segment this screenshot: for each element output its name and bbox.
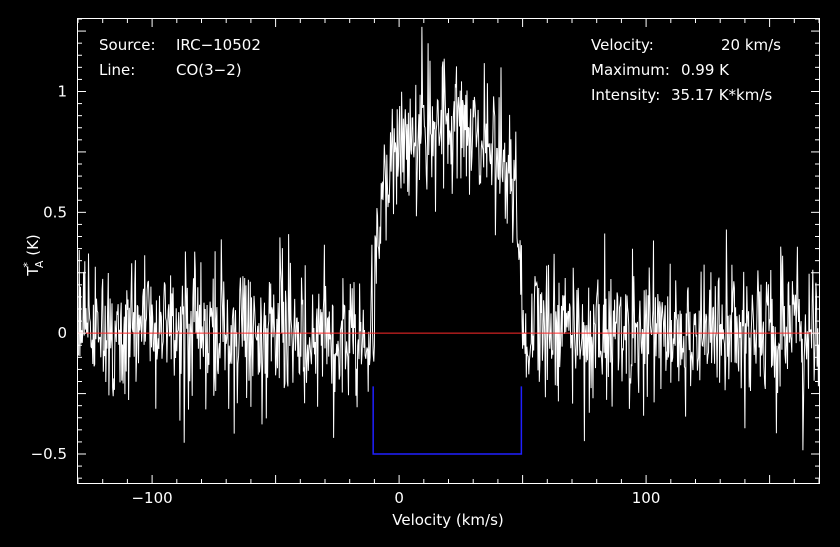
x-axis-label: Velocity (km/s) bbox=[392, 511, 503, 529]
y-tick-label: −0.5 bbox=[31, 445, 67, 463]
y-tick-label: 1 bbox=[57, 83, 67, 101]
velocity-label: Velocity: bbox=[591, 36, 654, 54]
x-tick-label: −100 bbox=[131, 489, 172, 507]
intensity-label: Intensity: bbox=[591, 86, 660, 104]
line-value: CO(3−2) bbox=[176, 61, 242, 79]
source-value: IRC−10502 bbox=[176, 36, 261, 54]
integration-window bbox=[372, 386, 523, 455]
y-tick-label: 0 bbox=[57, 324, 67, 342]
velocity-value: 20 km/s bbox=[721, 36, 781, 54]
maximum-label: Maximum: bbox=[591, 61, 670, 79]
source-label: Source: bbox=[99, 36, 156, 54]
intensity-value: 35.17 K*km/s bbox=[671, 86, 772, 104]
svg-text:T*A (K): T*A (K) bbox=[21, 234, 46, 277]
maximum-value: 0.99 K bbox=[681, 61, 730, 79]
y-axis-label: T*A (K) bbox=[21, 234, 46, 277]
info-left: Source: IRC−10502 Line: CO(3−2) bbox=[99, 36, 261, 79]
plot-frame bbox=[77, 18, 820, 484]
info-right: Velocity: 20 km/s Maximum: 0.99 K Intens… bbox=[591, 36, 781, 104]
y-tick-label: 0.5 bbox=[43, 203, 67, 221]
spectrum-line bbox=[77, 26, 820, 451]
line-label: Line: bbox=[99, 61, 135, 79]
x-tick-label: 0 bbox=[394, 489, 404, 507]
x-tick-label: 100 bbox=[632, 489, 661, 507]
